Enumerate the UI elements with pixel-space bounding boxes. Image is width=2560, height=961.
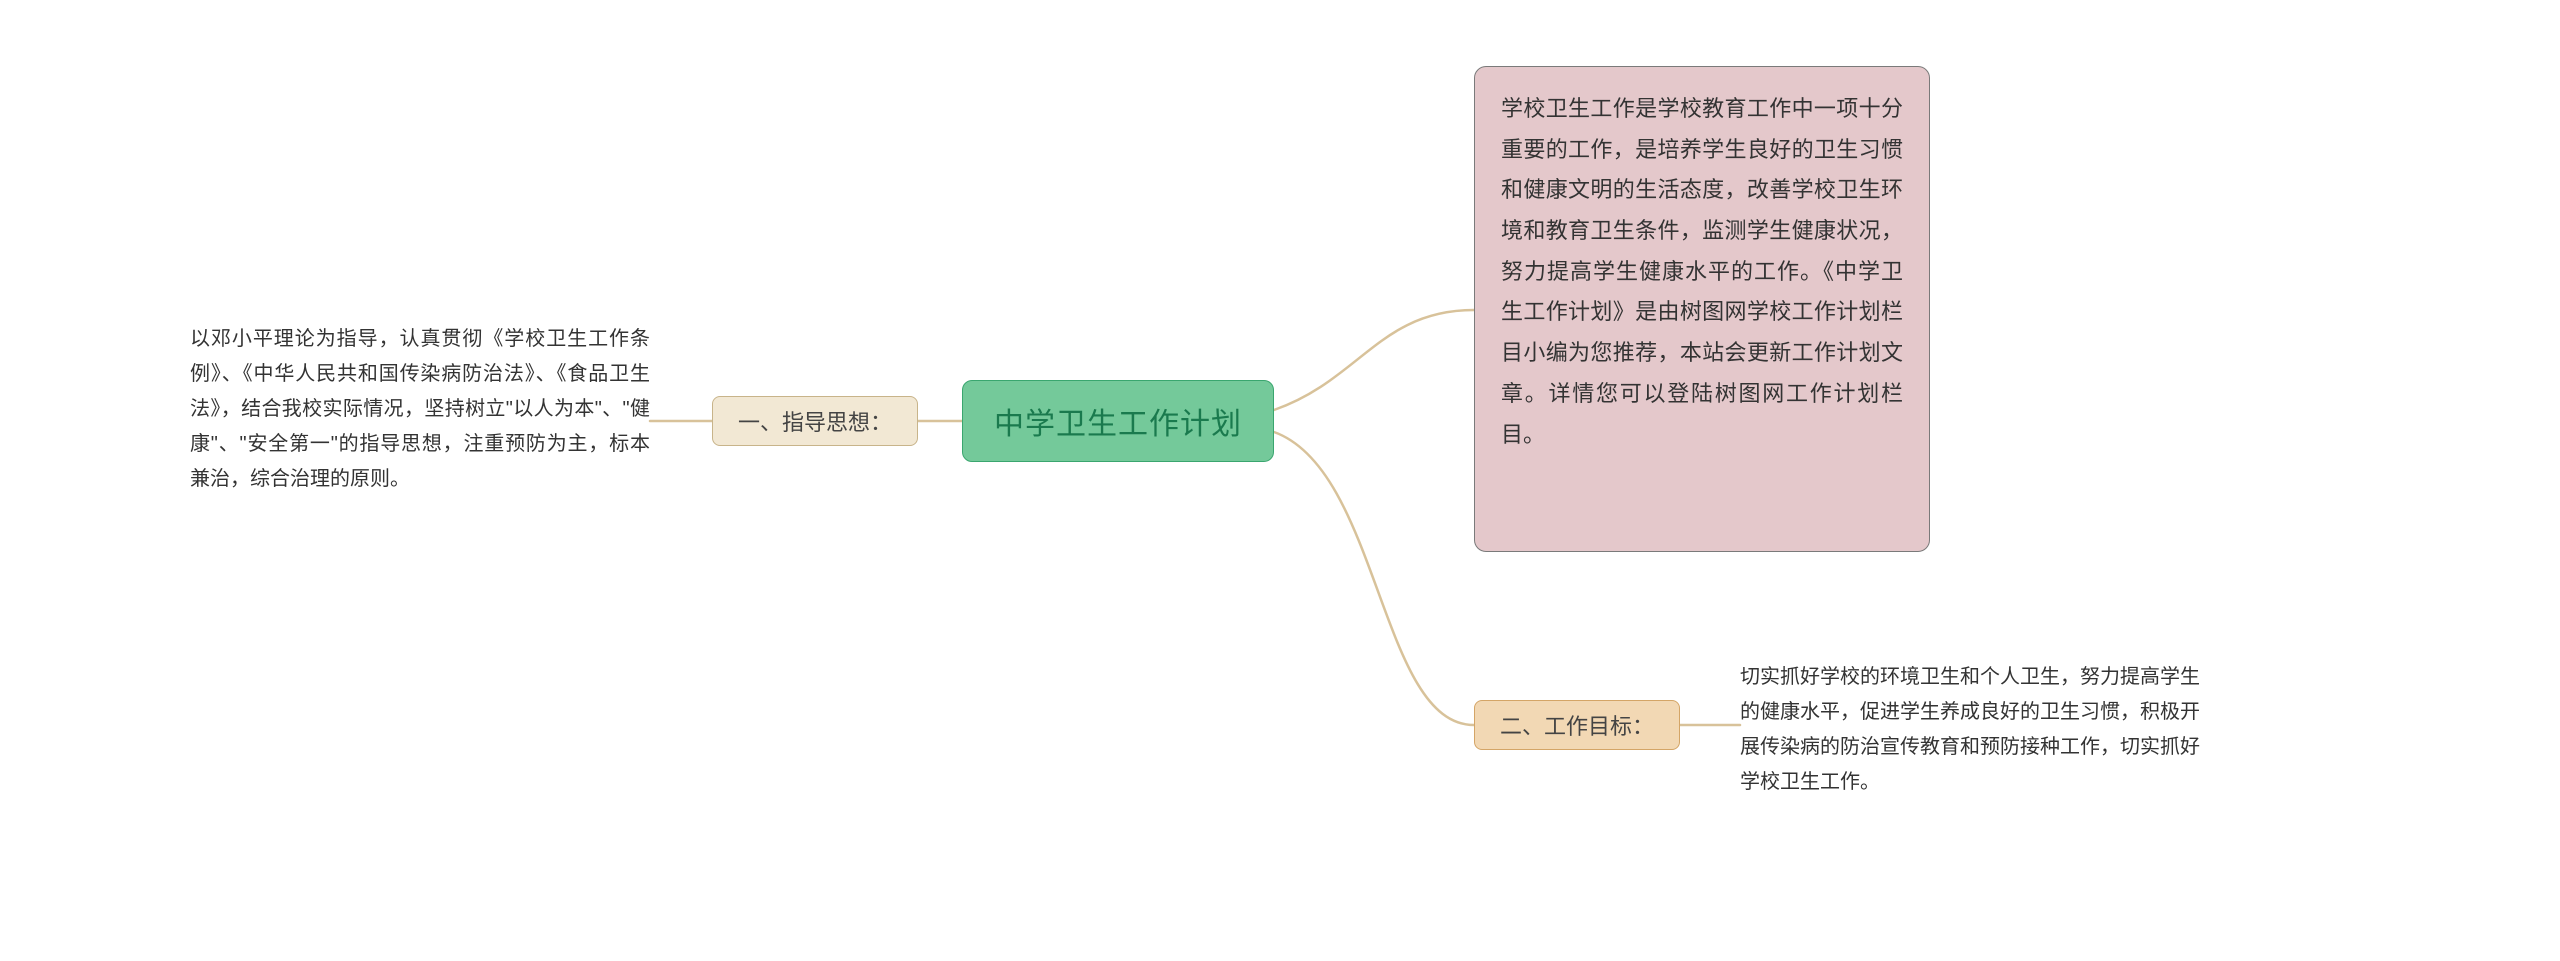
intro-box-text: 学校卫生工作是学校教育工作中一项十分重要的工作，是培养学生良好的卫生习惯和健康文…: [1501, 96, 1903, 447]
branch-box-guiding-thought: 一、指导思想：: [712, 396, 918, 446]
detail-text-content: 以邓小平理论为指导，认真贯彻《学校卫生工作条例》、《中华人民共和国传染病防治法》…: [190, 328, 650, 490]
detail-text-work-goal: 切实抓好学校的环境卫生和个人卫生，努力提高学生的健康水平，促进学生养成良好的卫生…: [1740, 660, 2200, 810]
mindmap-canvas: 中学卫生工作计划 一、指导思想： 以邓小平理论为指导，认真贯彻《学校卫生工作条例…: [0, 0, 2560, 961]
detail-text-guiding-thought: 以邓小平理论为指导，认真贯彻《学校卫生工作条例》、《中华人民共和国传染病防治法》…: [190, 322, 650, 532]
branch-box-work-goal: 二、工作目标：: [1474, 700, 1680, 750]
center-node-text: 中学卫生工作计划: [994, 399, 1242, 443]
center-node: 中学卫生工作计划: [962, 380, 1274, 462]
detail-text-content: 切实抓好学校的环境卫生和个人卫生，努力提高学生的健康水平，促进学生养成良好的卫生…: [1740, 666, 2200, 793]
intro-box: 学校卫生工作是学校教育工作中一项十分重要的工作，是培养学生良好的卫生习惯和健康文…: [1474, 66, 1930, 552]
branch-box-label: 一、指导思想：: [738, 405, 892, 437]
branch-box-label: 二、工作目标：: [1500, 709, 1654, 741]
